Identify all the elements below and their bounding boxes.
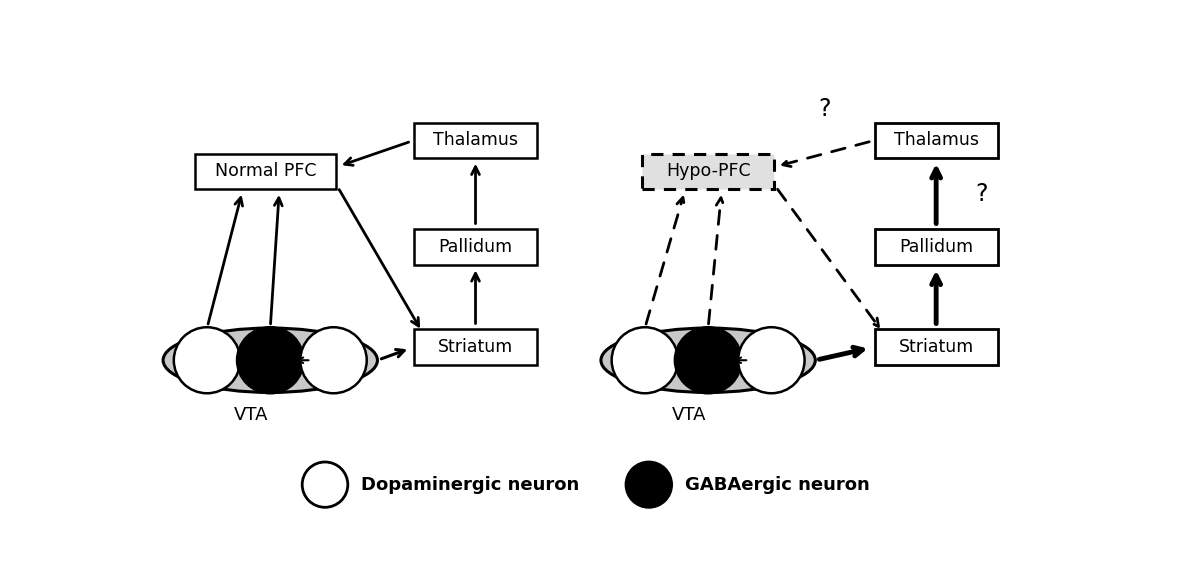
Bar	[414, 122, 537, 158]
Text: Normal PFC: Normal PFC	[215, 163, 317, 181]
Bar	[641, 153, 774, 189]
Text: Pallidum: Pallidum	[899, 238, 973, 256]
Text: Striatum: Striatum	[898, 338, 973, 356]
Bar	[195, 153, 337, 189]
Bar	[875, 229, 998, 265]
Bar	[414, 329, 537, 365]
Ellipse shape	[674, 327, 742, 394]
Text: Pallidum: Pallidum	[439, 238, 512, 256]
Text: Hypo-PFC: Hypo-PFC	[666, 163, 751, 181]
Text: Thalamus: Thalamus	[893, 132, 978, 149]
Bar	[875, 329, 998, 365]
Text: VTA: VTA	[672, 406, 706, 424]
Text: Dopaminergic neuron: Dopaminergic neuron	[361, 475, 580, 494]
Bar	[414, 229, 537, 265]
Text: Thalamus: Thalamus	[433, 132, 518, 149]
Ellipse shape	[174, 327, 240, 394]
Ellipse shape	[237, 327, 304, 394]
Ellipse shape	[738, 327, 805, 394]
Bar	[875, 122, 998, 158]
Ellipse shape	[612, 327, 678, 394]
Text: ?: ?	[976, 182, 988, 205]
Text: GABAergic neuron: GABAergic neuron	[685, 475, 870, 494]
Text: VTA: VTA	[234, 406, 268, 424]
Ellipse shape	[300, 327, 367, 394]
Ellipse shape	[164, 328, 378, 392]
Ellipse shape	[302, 462, 348, 507]
Ellipse shape	[626, 462, 672, 507]
Text: ?: ?	[818, 98, 831, 121]
Ellipse shape	[601, 328, 816, 392]
Text: Striatum: Striatum	[438, 338, 513, 356]
